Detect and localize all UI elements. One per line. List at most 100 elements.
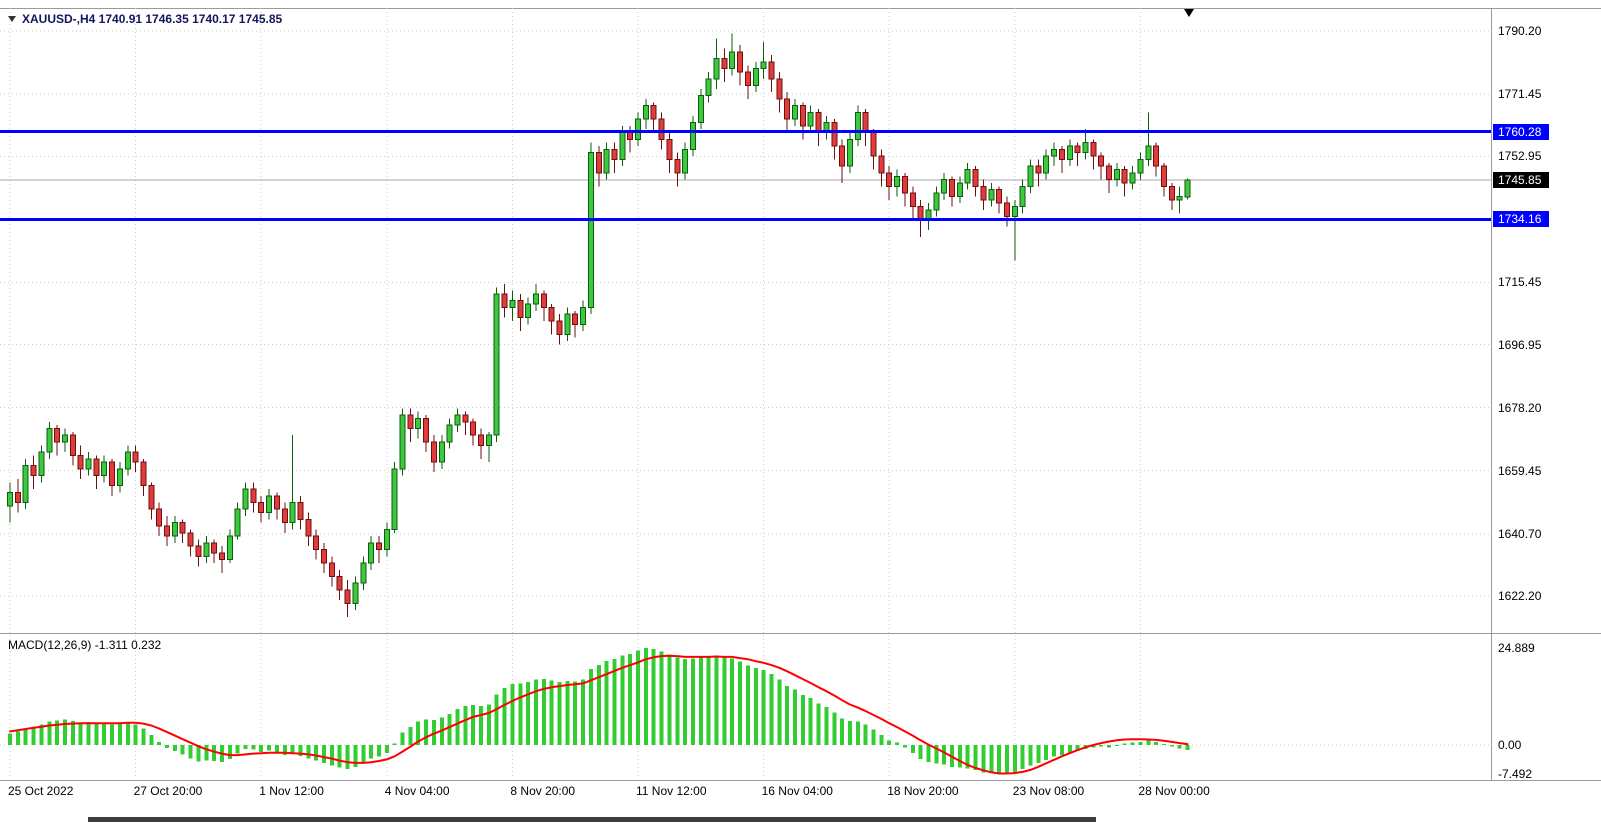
macd-histogram-bar <box>628 653 633 745</box>
candle-body <box>313 535 320 551</box>
candle-body <box>901 175 908 194</box>
macd-histogram-bar <box>384 745 389 753</box>
candle-body <box>705 78 712 97</box>
candle-body <box>894 175 901 187</box>
candle-body <box>666 138 673 160</box>
macd-histogram-bar <box>942 745 947 765</box>
macd-histogram-bar <box>1099 745 1104 747</box>
candle-body <box>799 105 806 127</box>
candle-body <box>93 458 100 477</box>
macd-histogram-bar <box>149 734 154 745</box>
horizontal-scrollbar[interactable] <box>88 817 1096 822</box>
macd-histogram-bar <box>243 745 248 749</box>
candle-body <box>532 293 539 305</box>
macd-histogram-bar <box>541 679 546 745</box>
macd-histogram-bar <box>290 745 295 754</box>
macd-histogram-bar <box>479 706 483 745</box>
candle-body <box>548 306 555 322</box>
macd-histogram-bar <box>70 720 75 745</box>
macd-panel-canvas[interactable] <box>0 635 1491 779</box>
macd-histogram-bar <box>965 745 970 769</box>
macd-histogram-bar <box>800 695 805 745</box>
macd-histogram-bar <box>329 745 334 766</box>
price-axis[interactable]: 1790.20 1771.45 1752.95 1715.45 1696.95 1678.… <box>1492 0 1601 781</box>
macd-histogram-bar <box>267 745 272 751</box>
candle-body <box>572 313 579 325</box>
macd-histogram-bar <box>840 718 845 745</box>
candle-body <box>360 562 367 584</box>
macd-histogram-bar <box>47 721 52 745</box>
candle-body <box>1035 165 1042 174</box>
macd-histogram-bar <box>1036 745 1041 763</box>
candle-body <box>438 441 445 463</box>
macd-histogram-bar <box>463 706 468 745</box>
macd-histogram-bar <box>698 656 703 745</box>
macd-histogram-bar <box>651 649 656 745</box>
panel-separator[interactable] <box>0 633 1601 634</box>
macd-histogram-bar <box>973 745 978 770</box>
macd-histogram-bar <box>369 745 374 759</box>
macd-histogram-bar <box>714 655 719 745</box>
macd-histogram-bar <box>345 745 350 770</box>
macd-histogram-bar <box>533 679 538 745</box>
candle-body <box>407 414 414 430</box>
macd-histogram-bar <box>1114 745 1119 746</box>
candle-body <box>752 68 759 86</box>
macd-histogram-bar <box>204 745 209 761</box>
macd-histogram-bar <box>416 721 421 745</box>
candle-body <box>14 491 21 504</box>
candle-body <box>737 51 744 73</box>
candle-body <box>1129 172 1136 184</box>
macd-histogram-bar <box>981 745 986 773</box>
macd-histogram-bar <box>1067 745 1072 753</box>
time-axis-label: 23 Nov 08:00 <box>1012 784 1085 798</box>
price-chart-canvas[interactable] <box>0 8 1491 633</box>
macd-histogram-bar <box>235 745 240 754</box>
candle-body <box>1121 169 1128 184</box>
macd-histogram-bar <box>31 727 36 745</box>
candle-body <box>933 192 940 211</box>
macd-histogram-bar <box>196 745 201 762</box>
candle-body <box>101 461 108 477</box>
candle-body <box>792 105 798 120</box>
candle-body <box>862 111 869 134</box>
macd-histogram-bar <box>110 724 115 745</box>
candle-body <box>195 545 202 557</box>
time-axis-label: 8 Nov 20:00 <box>510 784 576 798</box>
macd-histogram-bar <box>39 724 44 745</box>
candle-body <box>1137 158 1144 174</box>
macd-histogram-bar <box>565 681 570 745</box>
macd-histogram-bar <box>251 745 256 750</box>
candle-body <box>383 528 390 551</box>
macd-histogram-bar <box>172 745 177 752</box>
candle-body <box>635 118 641 140</box>
macd-histogram-bar <box>753 667 758 745</box>
candle-body <box>603 148 610 174</box>
macd-histogram-bar <box>557 681 562 745</box>
macd-histogram-bar <box>510 684 515 745</box>
macd-histogram-bar <box>738 661 743 745</box>
candle-body <box>1106 165 1112 181</box>
candle-body <box>611 148 618 160</box>
macd-histogram-bar <box>298 745 303 756</box>
macd-histogram-bar <box>895 742 900 745</box>
macd-histogram-bar <box>471 705 476 745</box>
chart-shift-marker-icon[interactable] <box>1184 9 1194 17</box>
time-axis-label: 1 Nov 12:00 <box>259 784 324 798</box>
macd-histogram-bar <box>1138 741 1143 745</box>
macd-histogram-bar <box>675 657 680 745</box>
time-axis-label: 25 Oct 2022 <box>8 784 74 798</box>
candle-body <box>289 502 296 524</box>
candle-body <box>258 502 265 514</box>
macd-histogram-bar <box>424 719 429 745</box>
candle-body <box>1153 145 1160 167</box>
macd-histogram-bar <box>706 656 711 745</box>
macd-histogram-bar <box>957 745 962 768</box>
candle-body <box>46 428 53 453</box>
time-axis[interactable]: 25 Oct 2022 27 Oct 20:00 1 Nov 12:00 4 Nov … <box>0 784 1601 800</box>
macd-histogram-bar <box>431 720 436 745</box>
candle-body <box>1113 169 1120 181</box>
candle-body <box>234 508 241 537</box>
candle-body <box>148 485 155 510</box>
